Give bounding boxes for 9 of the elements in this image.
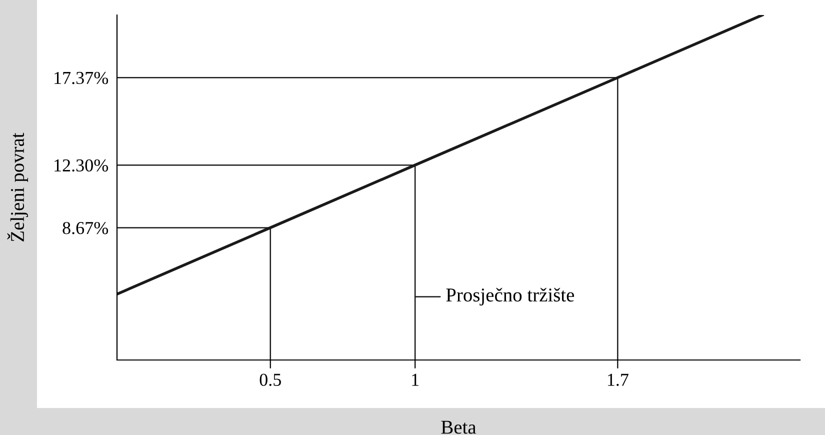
y-tick-label: 8.67% [62,222,108,234]
x-tick-label: 0.5 [260,374,281,386]
x-tick-label: 1.7 [608,374,628,386]
x-tick-label: 1 [412,374,419,386]
y-axis-title: Željeni povrat [7,132,28,242]
x-axis-title: Beta [441,420,476,434]
y-tick-label: 12.30% [54,159,108,172]
annotation: Prosječno tržište [446,288,574,306]
y-tick-label: 17.37% [54,72,108,84]
